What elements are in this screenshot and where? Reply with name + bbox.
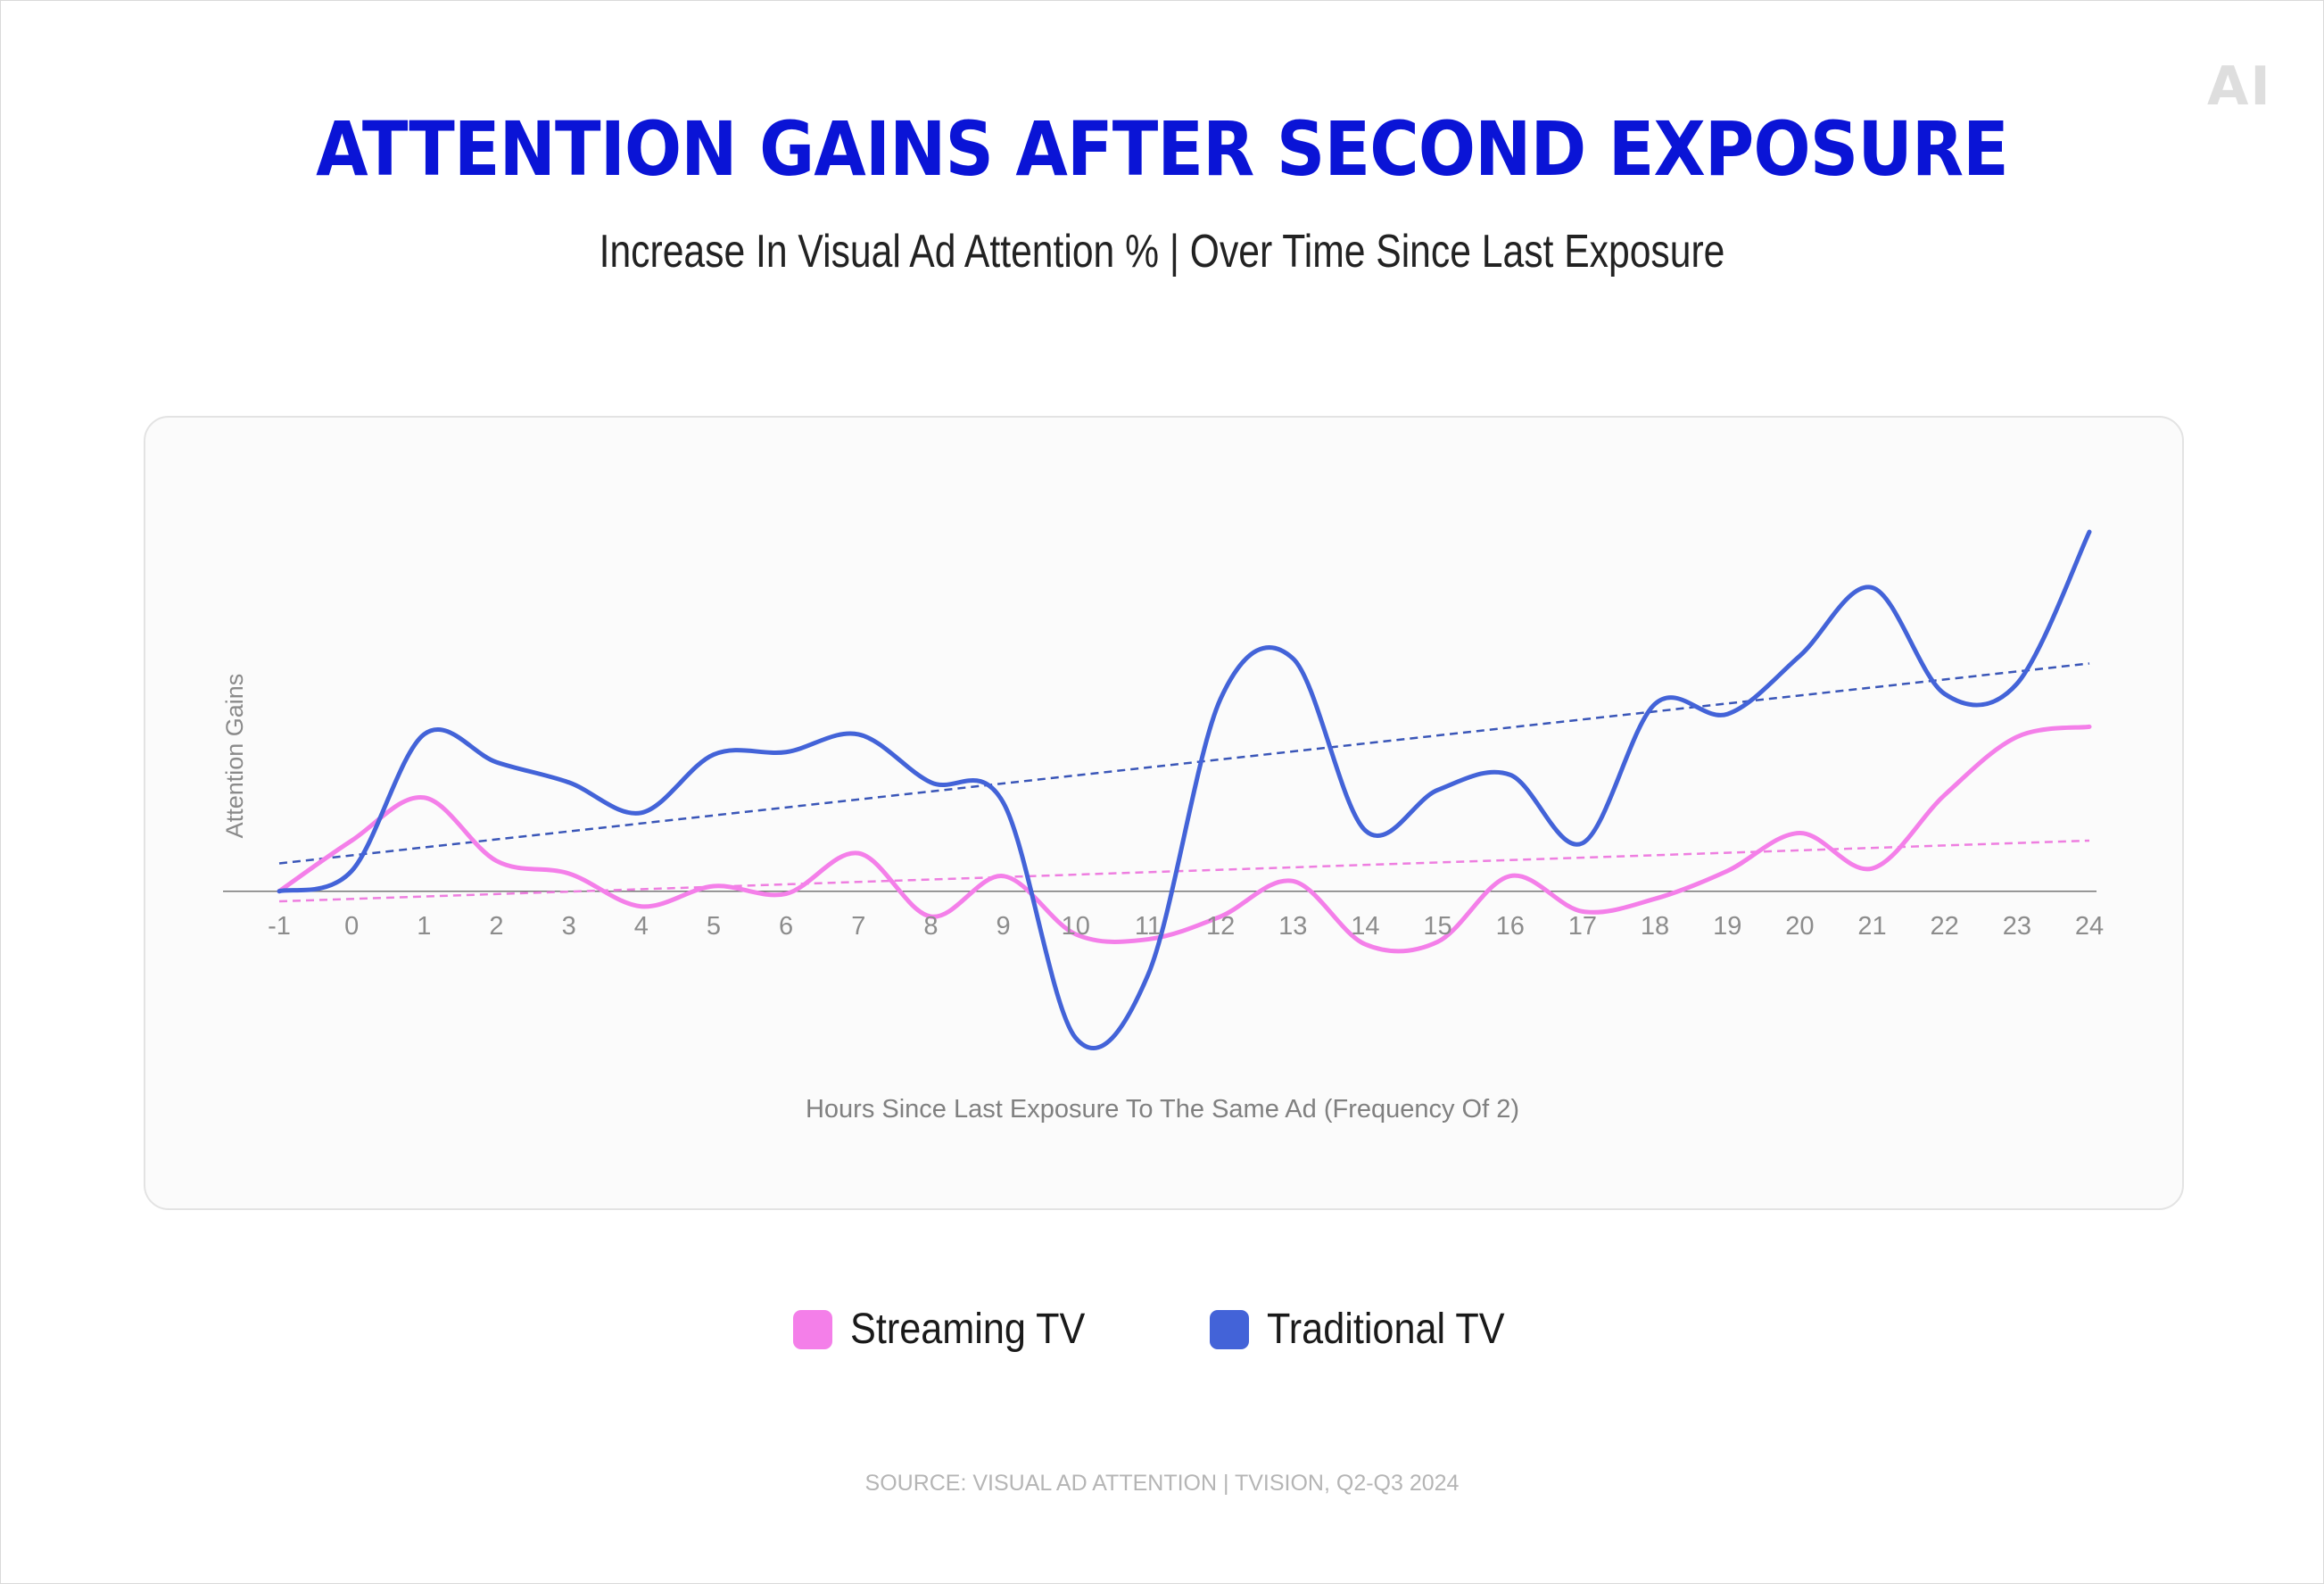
x-tick-label: 24 (2075, 912, 2104, 941)
legend: Streaming TV Traditional TV (0, 1305, 2324, 1354)
x-tick-label: 21 (1857, 912, 1886, 941)
x-axis-ticks: -1 0 1 2 3 4 5 6 7 8 9 10 11 12 13 14 15 16 17 18 19 20 21 22 23… (268, 912, 2104, 941)
legend-swatch-traditional (1209, 1309, 1249, 1349)
x-tick-label: 20 (1785, 912, 1814, 941)
trendline-traditional (278, 662, 2090, 865)
x-tick-label: 1 (417, 912, 431, 941)
x-tick-label: 14 (1351, 912, 1379, 941)
x-tick-label: 22 (1931, 912, 1959, 941)
chart-panel (144, 416, 2184, 1210)
brand-logo: AI (2207, 55, 2272, 118)
series-line-streaming (277, 724, 2092, 954)
legend-label-traditional: Traditional TV (1266, 1306, 1505, 1353)
trendlines (278, 662, 2090, 903)
x-tick-label: 9 (997, 912, 1011, 941)
series-lines (277, 529, 2092, 1051)
x-tick-label: 8 (923, 912, 938, 941)
legend-item-traditional[interactable]: Traditional TV (1209, 1305, 1531, 1354)
x-tick-label: 0 (344, 912, 359, 941)
x-tick-label: 12 (1206, 912, 1235, 941)
x-tick-label: 11 (1135, 912, 1162, 941)
x-tick-label: 19 (1713, 912, 1741, 941)
trendline-streaming (278, 839, 2090, 903)
x-tick-label: 2 (489, 912, 503, 941)
chart-title: ATTENTION GAINS AFTER SECOND EXPOSURE (316, 105, 2009, 193)
x-tick-label: 13 (1278, 912, 1307, 941)
x-axis-label: Hours Since Last Exposure To The Same Ad… (806, 1095, 1519, 1124)
y-axis-label: Attention Gains (221, 674, 248, 839)
x-tick-label: 4 (634, 912, 649, 941)
x-tick-label: 7 (851, 912, 865, 941)
x-tick-label: 5 (707, 912, 721, 941)
x-tick-label: 6 (779, 912, 793, 941)
x-tick-label: 23 (2003, 912, 2031, 941)
x-tick-label: 10 (1062, 912, 1090, 941)
chart-subtitle: Increase In Visual Ad Attention % | Over… (599, 226, 1725, 278)
x-tick-label: 18 (1641, 912, 1669, 941)
x-tick-label: -1 (268, 912, 291, 941)
legend-item-streaming[interactable]: Streaming TV (793, 1305, 1112, 1354)
legend-label-streaming: Streaming TV (850, 1306, 1086, 1353)
series-line-traditional (277, 529, 2092, 1051)
x-tick-label: 15 (1423, 912, 1451, 941)
x-tick-label: 16 (1496, 912, 1525, 941)
x-tick-label: 3 (562, 912, 576, 941)
legend-swatch-streaming (793, 1309, 833, 1349)
x-tick-label: 17 (1568, 912, 1597, 941)
source-note: SOURCE: VISUAL AD ATTENTION | TVISION, Q… (864, 1471, 1460, 1496)
